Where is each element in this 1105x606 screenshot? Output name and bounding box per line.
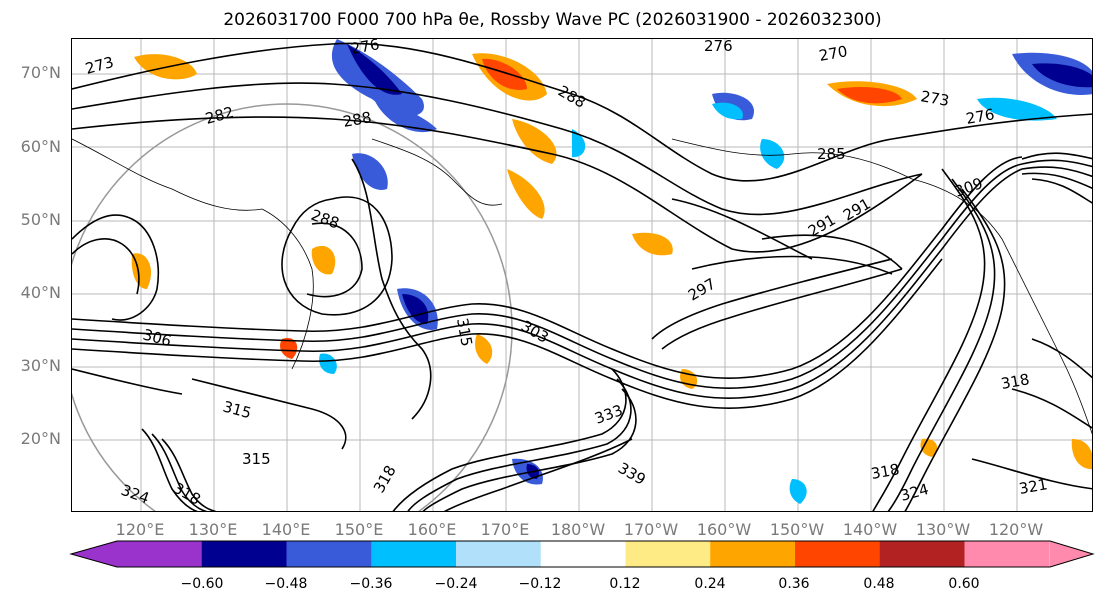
- lat-label: 50°N: [20, 210, 61, 229]
- anomaly-shading: [131, 39, 1092, 504]
- lon-label: 150°W: [769, 520, 825, 539]
- contour-label: 288: [309, 206, 342, 233]
- colorbar-segment: [879, 541, 965, 567]
- contour-label: 318: [370, 462, 400, 496]
- colorbar-segment: [710, 541, 796, 567]
- contour-label: 318: [870, 460, 901, 483]
- colorbar-extend-high: [1050, 541, 1093, 567]
- contour-label: 306: [141, 325, 173, 350]
- coastlines: [72, 138, 1092, 435]
- lon-label: 120°W: [988, 520, 1044, 539]
- contour-label: 324: [119, 481, 152, 508]
- colorbar-segment: [117, 541, 203, 567]
- contour-label: 333: [592, 401, 625, 428]
- lon-label: 140°E: [261, 520, 311, 539]
- contour-labels: 273 276 270 276 273 282 288 288 285 276 …: [83, 39, 1049, 509]
- contour-label: 309: [952, 174, 985, 201]
- lat-label: 60°N: [20, 137, 61, 156]
- contour-label: 282: [203, 103, 235, 128]
- contour-label: 270: [818, 42, 849, 65]
- colorbar-segment: [201, 541, 287, 567]
- lon-label: 150°E: [334, 520, 384, 539]
- region-circle: [72, 103, 513, 511]
- lon-label: 180°W: [550, 520, 606, 539]
- contour-label: 273: [919, 87, 950, 110]
- contour-label: 276: [350, 39, 381, 58]
- colorbar: [69, 540, 1095, 568]
- lon-label: 120°E: [115, 520, 165, 539]
- map-title: 2026031700 F000 700 hPa θe, Rossby Wave …: [223, 10, 882, 30]
- lon-label: 160°W: [696, 520, 752, 539]
- contour-label: 315: [453, 317, 476, 348]
- contour-label: 321: [1018, 475, 1049, 498]
- lat-label: 40°N: [20, 283, 61, 302]
- contour-label: 285: [817, 145, 846, 163]
- colorbar-tick: −0.36: [349, 576, 393, 592]
- colorbar-segments: [71, 541, 1093, 567]
- colorbar-segment: [795, 541, 881, 567]
- contour-label: 276: [704, 39, 733, 55]
- map-svg: 273 276 270 276 273 282 288 288 285 276 …: [72, 39, 1092, 511]
- colorbar-segment: [371, 541, 457, 567]
- colorbar-tick: −0.60: [180, 576, 224, 592]
- contour-label: 276: [965, 105, 996, 128]
- colorbar-outline: [69, 540, 1095, 568]
- colorbar-tick: −0.48: [264, 576, 308, 592]
- colorbar-segment: [625, 541, 711, 567]
- colorbar-tick: 0.36: [778, 576, 810, 592]
- colorbar-extend-low: [71, 541, 117, 567]
- colorbar-tick: 0.24: [694, 576, 726, 592]
- contour-label: 315: [221, 397, 253, 422]
- contour-label: 339: [615, 459, 649, 489]
- colorbar-segment: [286, 541, 372, 567]
- lon-label: 130°W: [915, 520, 971, 539]
- contour-label: 318: [1000, 370, 1031, 393]
- lat-label: 20°N: [20, 429, 61, 448]
- lat-label: 70°N: [20, 63, 61, 82]
- map-plot-area: 273 276 270 276 273 282 288 288 285 276 …: [71, 38, 1093, 512]
- lon-label: 160°E: [407, 520, 457, 539]
- lat-label: 30°N: [20, 356, 61, 375]
- colorbar-segment: [964, 541, 1050, 567]
- contour-label: 291: [840, 195, 874, 225]
- colorbar-segment: [540, 541, 626, 567]
- colorbar-tick: 0.12: [609, 576, 641, 592]
- colorbar-tick: −0.12: [518, 576, 562, 592]
- colorbar-tick: −0.24: [434, 576, 478, 592]
- contour-label: 297: [685, 275, 719, 305]
- contour-label: 324: [898, 480, 930, 505]
- colorbar-tick: 0.60: [948, 576, 980, 592]
- colorbar-segment: [456, 541, 542, 567]
- lon-label: 170°W: [623, 520, 679, 539]
- graticule: [72, 39, 1092, 511]
- contour-label: 315: [242, 450, 271, 468]
- theta-e-contours: [72, 42, 1092, 511]
- lon-label: 170°E: [480, 520, 530, 539]
- colorbar-tick: 0.48: [863, 576, 895, 592]
- lon-label: 140°W: [842, 520, 898, 539]
- contour-label: 318: [170, 479, 204, 509]
- contour-label: 288: [555, 82, 589, 112]
- lon-label: 130°E: [188, 520, 238, 539]
- contour-label: 288: [342, 108, 373, 131]
